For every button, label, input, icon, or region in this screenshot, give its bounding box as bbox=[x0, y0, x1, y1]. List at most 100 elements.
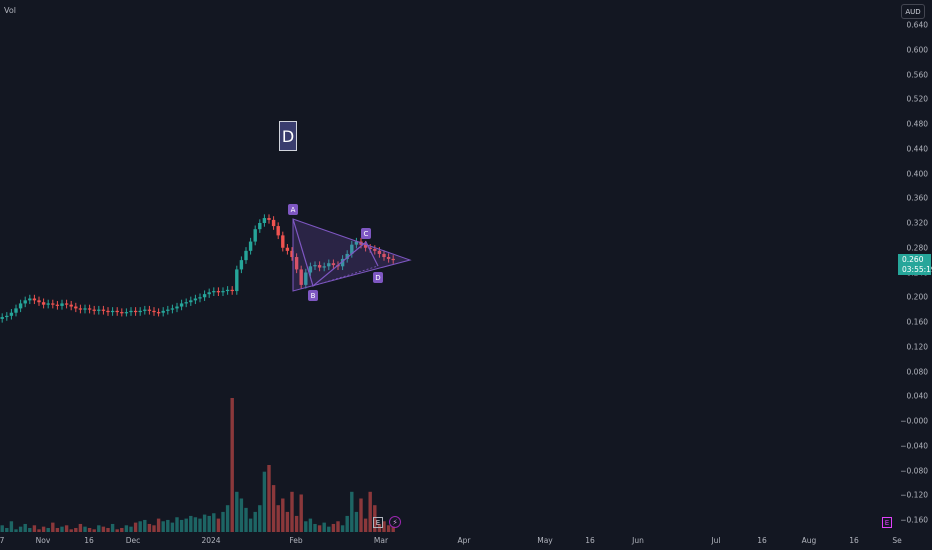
volume-bar bbox=[277, 505, 280, 532]
volume-bar bbox=[152, 525, 155, 532]
volume-bar bbox=[341, 525, 344, 532]
volume-bar bbox=[203, 515, 206, 532]
currency-button[interactable]: AUD bbox=[901, 4, 925, 19]
candle-body bbox=[79, 308, 82, 309]
volume-bar bbox=[346, 516, 349, 532]
candle-body bbox=[10, 313, 13, 316]
candle-body bbox=[221, 291, 224, 292]
candle-body bbox=[116, 311, 119, 312]
candle-body bbox=[258, 223, 261, 229]
candle-body bbox=[19, 303, 22, 308]
pattern-point-d[interactable]: D bbox=[373, 272, 383, 283]
time-tick-label: 16 bbox=[849, 536, 859, 545]
candle-body bbox=[5, 316, 8, 317]
candle-body bbox=[60, 303, 63, 305]
volume-bar bbox=[175, 517, 178, 532]
time-tick-label: Nov bbox=[36, 536, 51, 545]
volume-bar bbox=[212, 513, 215, 532]
chart-canvas[interactable] bbox=[0, 0, 896, 532]
volume-bar bbox=[309, 519, 312, 532]
volume-bar bbox=[111, 524, 114, 532]
volume-bar bbox=[185, 519, 188, 532]
text-drawing-d[interactable]: D bbox=[279, 121, 297, 151]
volume-bar bbox=[33, 525, 36, 532]
volume-bar bbox=[189, 516, 192, 532]
candle-body bbox=[244, 251, 247, 260]
candle-body bbox=[83, 308, 86, 309]
price-tick-label: 0.400 bbox=[907, 169, 928, 178]
candle-body bbox=[231, 290, 234, 291]
price-tick-label: 0.360 bbox=[907, 194, 928, 203]
time-tick-label: 2024 bbox=[201, 536, 220, 545]
price-tick-label: 0.160 bbox=[907, 318, 928, 327]
time-tick-label: 16 bbox=[84, 536, 94, 545]
volume-bar bbox=[267, 465, 270, 532]
candle-body bbox=[42, 302, 45, 304]
candle-body bbox=[180, 303, 183, 306]
price-chart[interactable] bbox=[0, 0, 896, 532]
volume-bar bbox=[134, 523, 137, 532]
volume-bar bbox=[254, 512, 257, 532]
candle-body bbox=[189, 300, 192, 302]
candle-body bbox=[212, 291, 215, 292]
candle-body bbox=[1, 317, 4, 319]
volume-bar bbox=[24, 524, 27, 532]
earnings-marker[interactable]: E bbox=[373, 517, 383, 528]
volume-bar bbox=[143, 520, 146, 532]
time-axis[interactable]: 7 Nov 16 Dec 2024 Feb Mar Apr May 16 Jun Jul 16 Aug 16… bbox=[0, 532, 932, 550]
volume-bar bbox=[65, 525, 68, 532]
candle-body bbox=[235, 269, 238, 291]
candle-body bbox=[281, 235, 284, 247]
time-tick-label: 7 bbox=[0, 536, 4, 545]
volume-bar bbox=[364, 519, 367, 532]
candle-body bbox=[125, 312, 128, 313]
candle-body bbox=[88, 308, 91, 309]
pattern-point-c[interactable]: C bbox=[361, 228, 371, 239]
volume-indicator-label[interactable]: Vol bbox=[4, 6, 16, 15]
candle-body bbox=[65, 303, 68, 304]
volume-bar bbox=[51, 523, 54, 532]
candle-body bbox=[157, 312, 160, 313]
volume-bar bbox=[281, 499, 284, 533]
candle-body bbox=[106, 311, 109, 312]
volume-bar bbox=[244, 508, 247, 532]
volume-bar bbox=[208, 516, 211, 532]
pattern-point-b[interactable]: B bbox=[308, 290, 318, 301]
volume-bar bbox=[318, 525, 321, 532]
price-tick-label: 0.520 bbox=[907, 95, 928, 104]
candle-body bbox=[14, 308, 17, 312]
volume-bar bbox=[359, 499, 362, 533]
candle-body bbox=[185, 302, 188, 303]
time-tick-label: Aug bbox=[802, 536, 817, 545]
volume-bar bbox=[226, 505, 229, 532]
candle-body bbox=[56, 305, 59, 306]
candle-body bbox=[277, 226, 280, 235]
candle-body bbox=[102, 310, 105, 311]
pattern-point-a[interactable]: A bbox=[288, 204, 298, 215]
price-tick-label: 0.440 bbox=[907, 144, 928, 153]
candle-body bbox=[28, 298, 31, 300]
volume-bar bbox=[166, 520, 169, 532]
candle-body bbox=[171, 308, 174, 309]
earnings-marker-future[interactable]: E bbox=[882, 517, 892, 528]
candle-body bbox=[143, 310, 146, 311]
time-tick-label: Dec bbox=[126, 536, 141, 545]
volume-bar bbox=[332, 524, 335, 532]
volume-bar bbox=[295, 516, 298, 532]
volume-bar bbox=[263, 472, 266, 532]
volume-bar bbox=[323, 523, 326, 532]
bar-countdown: 03:55:19 bbox=[902, 265, 931, 275]
volume-bar bbox=[148, 524, 151, 532]
volume-bar bbox=[336, 521, 339, 532]
candle-body bbox=[249, 242, 252, 251]
volume-bar bbox=[221, 512, 224, 532]
time-tick-label: 16 bbox=[757, 536, 767, 545]
volume-bar bbox=[286, 512, 289, 532]
lightning-icon[interactable]: ⚡ bbox=[389, 516, 401, 528]
price-tick-label: −0.040 bbox=[900, 441, 928, 450]
time-tick-label: 16 bbox=[585, 536, 595, 545]
candle-body bbox=[51, 303, 54, 304]
time-tick-label: Apr bbox=[458, 536, 471, 545]
candle-body bbox=[74, 307, 77, 309]
volume-bar bbox=[198, 519, 201, 532]
